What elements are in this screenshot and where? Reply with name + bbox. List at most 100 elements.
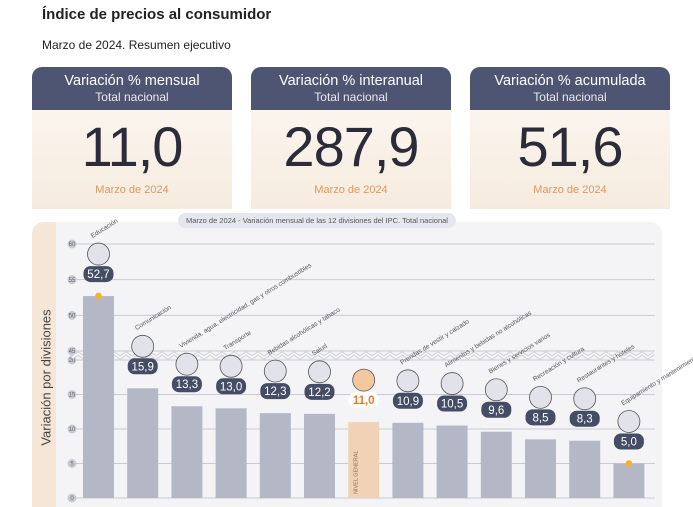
beach-umbrella-icon <box>529 385 552 409</box>
value-badge <box>127 358 158 375</box>
card-annual-variation: Variación % interanual Total nacional 28… <box>251 67 451 209</box>
car-icon <box>219 354 243 378</box>
data-label: 12,2 <box>308 387 330 399</box>
category-label: Comunicación <box>134 304 173 332</box>
shirt-shoe-icon <box>396 369 420 393</box>
food-plate-icon <box>440 372 464 395</box>
value-badge <box>216 378 247 395</box>
chart-title: Marzo de 2024 - Variación mensual de las… <box>178 213 456 228</box>
extreme-marker <box>625 460 633 467</box>
data-label: 8,3 <box>577 414 593 426</box>
data-label: 10,5 <box>441 399 463 411</box>
value-badge <box>348 392 379 409</box>
chart-axis-band <box>32 222 56 507</box>
bar <box>348 422 380 498</box>
y-tick-label: 15 <box>69 393 76 399</box>
card-subtitle: Total nacional <box>533 90 607 104</box>
tick-badge <box>67 239 77 249</box>
page-title: Índice de precios al consumidor <box>42 6 272 23</box>
card-value: 11,0 <box>81 115 184 178</box>
card-header: Variación % mensual Total nacional <box>32 67 232 110</box>
y-tick-label: 20 <box>69 358 76 364</box>
card-header: Variación % interanual Total nacional <box>251 67 451 110</box>
value-badge <box>304 383 335 400</box>
y-tick-label: 60 <box>69 242 76 248</box>
card-body: 51,6 Marzo de 2024 <box>470 110 670 209</box>
card-date: Marzo de 2024 <box>95 184 169 196</box>
data-label: 12,3 <box>264 386 286 398</box>
card-subtitle: Total nacional <box>95 90 169 104</box>
category-label: Transporte <box>222 329 252 352</box>
tick-badge <box>67 390 77 399</box>
washing-machine-icon <box>617 410 641 433</box>
y-tick-label: 45 <box>69 349 76 355</box>
tick-badge <box>67 275 77 285</box>
card-title: Variación % mensual <box>64 73 200 89</box>
cutlery-icon <box>573 387 597 411</box>
category-label: NIVEL GENERAL <box>354 450 360 494</box>
value-badge <box>83 266 114 283</box>
bottle-glass-icon <box>263 359 287 383</box>
bar <box>613 463 645 498</box>
axis-break-line <box>71 352 655 359</box>
bar <box>480 431 512 498</box>
bar <box>569 440 601 498</box>
value-badge <box>613 433 644 450</box>
y-tick-label: 55 <box>69 278 76 284</box>
value-badge <box>392 392 423 409</box>
bar <box>171 406 203 498</box>
y-tick-label: 5 <box>70 462 74 468</box>
bar <box>127 388 159 498</box>
bar <box>215 408 247 498</box>
data-label: 52,7 <box>87 269 109 281</box>
data-label: 11,0 <box>353 395 375 407</box>
card-title: Variación % acumulada <box>494 73 646 89</box>
bar <box>83 296 114 498</box>
y-tick-label: 0 <box>70 496 74 502</box>
card-subtitle: Total nacional <box>314 90 388 104</box>
extreme-marker <box>95 292 102 300</box>
bar <box>436 425 468 498</box>
phone-icon <box>131 334 155 358</box>
tick-badge <box>67 424 77 434</box>
value-badge <box>525 409 556 426</box>
card-accumulated-variation: Variación % acumulada Total nacional 51,… <box>470 67 670 209</box>
data-label: 10,9 <box>397 396 419 408</box>
shopping-basket-icon <box>352 368 376 392</box>
category-label: Bebidas alcohólicas y tabaco <box>267 306 342 357</box>
card-header: Variación % acumulada Total nacional <box>470 67 670 110</box>
graduation-cap-icon <box>87 242 110 266</box>
card-value: 51,6 <box>517 115 624 178</box>
data-label: 13,0 <box>220 381 242 393</box>
tick-badge <box>67 346 77 356</box>
bar <box>259 413 291 498</box>
bar <box>392 422 424 498</box>
tick-badge <box>67 310 77 320</box>
card-title: Variación % interanual <box>278 73 423 89</box>
data-label: 8,5 <box>533 412 549 424</box>
card-body: 11,0 Marzo de 2024 <box>32 110 232 209</box>
card-value: 287,9 <box>283 115 419 178</box>
data-label: 15,9 <box>132 361 154 373</box>
value-badge <box>481 401 512 418</box>
value-badge <box>171 376 202 393</box>
data-label: 5,0 <box>621 437 637 449</box>
bar <box>304 413 335 498</box>
page-subtitle: Marzo de 2024. Resumen ejecutivo <box>42 38 231 52</box>
card-monthly-variation: Variación % mensual Total nacional 11,0 … <box>32 67 232 209</box>
value-badge <box>437 395 468 412</box>
tick-badge <box>67 493 77 503</box>
value-badge <box>260 383 291 400</box>
data-label: 13,3 <box>176 379 198 391</box>
value-badge <box>569 410 600 427</box>
y-tick-label: 10 <box>69 427 76 433</box>
razor-icon <box>484 378 508 402</box>
bar <box>525 439 556 498</box>
data-label: 9,6 <box>488 405 504 417</box>
card-date: Marzo de 2024 <box>533 184 607 196</box>
card-date: Marzo de 2024 <box>314 184 388 196</box>
category-label: Restaurantes y hoteles <box>576 343 637 385</box>
y-tick-label: 50 <box>69 314 76 320</box>
medical-cross-icon <box>308 360 331 384</box>
